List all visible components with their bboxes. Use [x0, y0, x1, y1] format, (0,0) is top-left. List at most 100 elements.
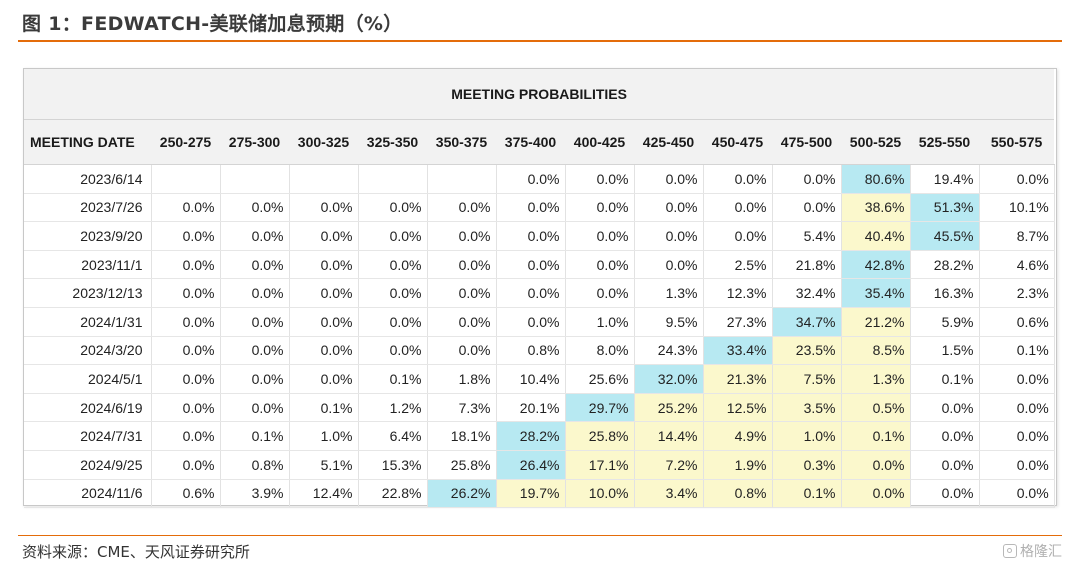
probability-cell: 0.0% [910, 450, 980, 480]
probability-cell: 25.8% [427, 450, 497, 480]
probability-cell: 32.0% [634, 364, 704, 394]
meeting-date-cell: 2024/6/19 [24, 393, 152, 423]
column-header-400-425: 400-425 [565, 119, 634, 165]
probability-cell: 51.3% [910, 193, 980, 223]
probability-cell: 0.0% [496, 250, 566, 280]
probability-cell: 0.0% [289, 221, 359, 251]
probability-cell: 0.0% [703, 221, 773, 251]
probability-cell: 21.2% [841, 307, 911, 337]
probability-cell: 0.0% [427, 250, 497, 280]
probability-cell: 0.0% [151, 364, 221, 394]
source-note: 资料来源：CME、天风证券研究所 [22, 543, 250, 561]
probability-cell: 0.1% [289, 393, 359, 423]
probability-cell: 0.0% [634, 250, 704, 280]
table-row: 2023/11/1 0.0% 0.0% 0.0% 0.0% 0.0% 0.0% 0.0% 0.0… [24, 250, 1055, 280]
probability-cell: 45.5% [910, 221, 980, 251]
probability-cell: 0.0% [358, 278, 428, 308]
probability-cell: 18.1% [427, 421, 497, 451]
probability-cell: 0.0% [151, 336, 221, 366]
probability-cell: 0.0% [427, 193, 497, 223]
probability-cell: 0.0% [220, 193, 290, 223]
probability-cell: 0.0% [703, 164, 773, 194]
probability-cell: 20.1% [496, 393, 566, 423]
probability-cell: 22.8% [358, 479, 428, 509]
table-row: 2023/12/13 0.0% 0.0% 0.0% 0.0% 0.0% 0.0% 0.0% 1.… [24, 278, 1055, 308]
probability-cell: 0.0% [151, 221, 221, 251]
probability-cell: 27.3% [703, 307, 773, 337]
probability-cell: 0.0% [289, 193, 359, 223]
probability-cell: 0.0% [565, 164, 635, 194]
meeting-date-cell: 2024/7/31 [24, 421, 152, 451]
column-header-375-400: 375-400 [496, 119, 565, 165]
probability-cell: 10.1% [979, 193, 1055, 223]
column-header-300-325: 300-325 [289, 119, 358, 165]
column-header-475-500: 475-500 [772, 119, 841, 165]
probability-cell: 1.9% [703, 450, 773, 480]
probability-cell: 12.5% [703, 393, 773, 423]
probability-cell: 3.4% [634, 479, 704, 509]
probability-cell: 4.6% [979, 250, 1055, 280]
probability-cell: 40.4% [841, 221, 911, 251]
column-header-325-350: 325-350 [358, 119, 427, 165]
probability-cell [151, 164, 221, 194]
figure-title: 图 1：FEDWATCH-美联储加息预期（%） [22, 13, 403, 35]
probability-cell: 25.6% [565, 364, 635, 394]
probability-cell: 0.1% [910, 364, 980, 394]
meeting-date-cell: 2023/6/14 [24, 164, 152, 194]
probability-cell: 0.0% [220, 307, 290, 337]
probability-cell: 19.4% [910, 164, 980, 194]
meeting-date-cell: 2023/9/20 [24, 221, 152, 251]
probability-cell: 15.3% [358, 450, 428, 480]
meeting-date-cell: 2023/12/13 [24, 278, 152, 308]
meeting-date-cell: 2024/3/20 [24, 336, 152, 366]
top-rule [18, 40, 1062, 42]
probability-cell: 0.1% [220, 421, 290, 451]
table-row: 2023/6/14 0.0% 0.0% 0.0% 0.0% 0.0% 80.6% 19.4% 0… [24, 164, 1055, 194]
table-row: 2024/6/19 0.0% 0.0% 0.1% 1.2% 7.3% 20.1% 29.7% 2… [24, 393, 1055, 423]
probability-cell: 0.1% [358, 364, 428, 394]
probability-cell: 1.5% [910, 336, 980, 366]
probability-cell: 5.4% [772, 221, 842, 251]
probability-cell: 0.0% [979, 393, 1055, 423]
probability-cell: 0.0% [634, 221, 704, 251]
probability-cell: 0.0% [151, 193, 221, 223]
column-header-250-275: 250-275 [151, 119, 220, 165]
column-header-350-375: 350-375 [427, 119, 496, 165]
probability-cell: 0.0% [358, 250, 428, 280]
probability-cell: 0.0% [772, 164, 842, 194]
probability-cell: 0.0% [220, 364, 290, 394]
probability-cell: 0.0% [427, 307, 497, 337]
probability-cell [220, 164, 290, 194]
watermark: 格隆汇 [1003, 541, 1062, 561]
probability-cell: 0.0% [979, 421, 1055, 451]
probability-cell: 38.6% [841, 193, 911, 223]
probability-cell: 0.0% [427, 336, 497, 366]
probability-cell: 0.8% [220, 450, 290, 480]
probability-cell: 29.7% [565, 393, 635, 423]
watermark-logo-icon [1003, 544, 1017, 558]
meeting-date-cell: 2024/1/31 [24, 307, 152, 337]
probability-cell: 25.8% [565, 421, 635, 451]
probability-cell: 0.0% [289, 307, 359, 337]
probability-cell: 0.0% [220, 393, 290, 423]
probability-cell: 16.3% [910, 278, 980, 308]
meeting-date-cell: 2023/11/1 [24, 250, 152, 280]
probability-cell: 21.8% [772, 250, 842, 280]
column-header-525-550: 525-550 [910, 119, 979, 165]
bottom-rule [18, 535, 1062, 536]
probability-cell: 28.2% [910, 250, 980, 280]
probability-cell: 0.0% [634, 193, 704, 223]
meeting-date-cell: 2024/5/1 [24, 364, 152, 394]
probability-cell: 12.3% [703, 278, 773, 308]
probability-cell: 0.0% [151, 307, 221, 337]
probability-cell: 0.0% [358, 193, 428, 223]
probability-cell: 3.9% [220, 479, 290, 509]
column-header-row: MEETING DATE 250-275 275-300 300-325 325-350… [24, 119, 1055, 165]
probability-cell: 42.8% [841, 250, 911, 280]
meeting-date-cell: 2024/9/25 [24, 450, 152, 480]
probability-cell: 0.1% [841, 421, 911, 451]
probability-cell: 0.0% [151, 278, 221, 308]
probability-cell: 0.0% [289, 336, 359, 366]
probability-cell: 0.0% [841, 479, 911, 509]
column-header-550-575: 550-575 [979, 119, 1055, 165]
